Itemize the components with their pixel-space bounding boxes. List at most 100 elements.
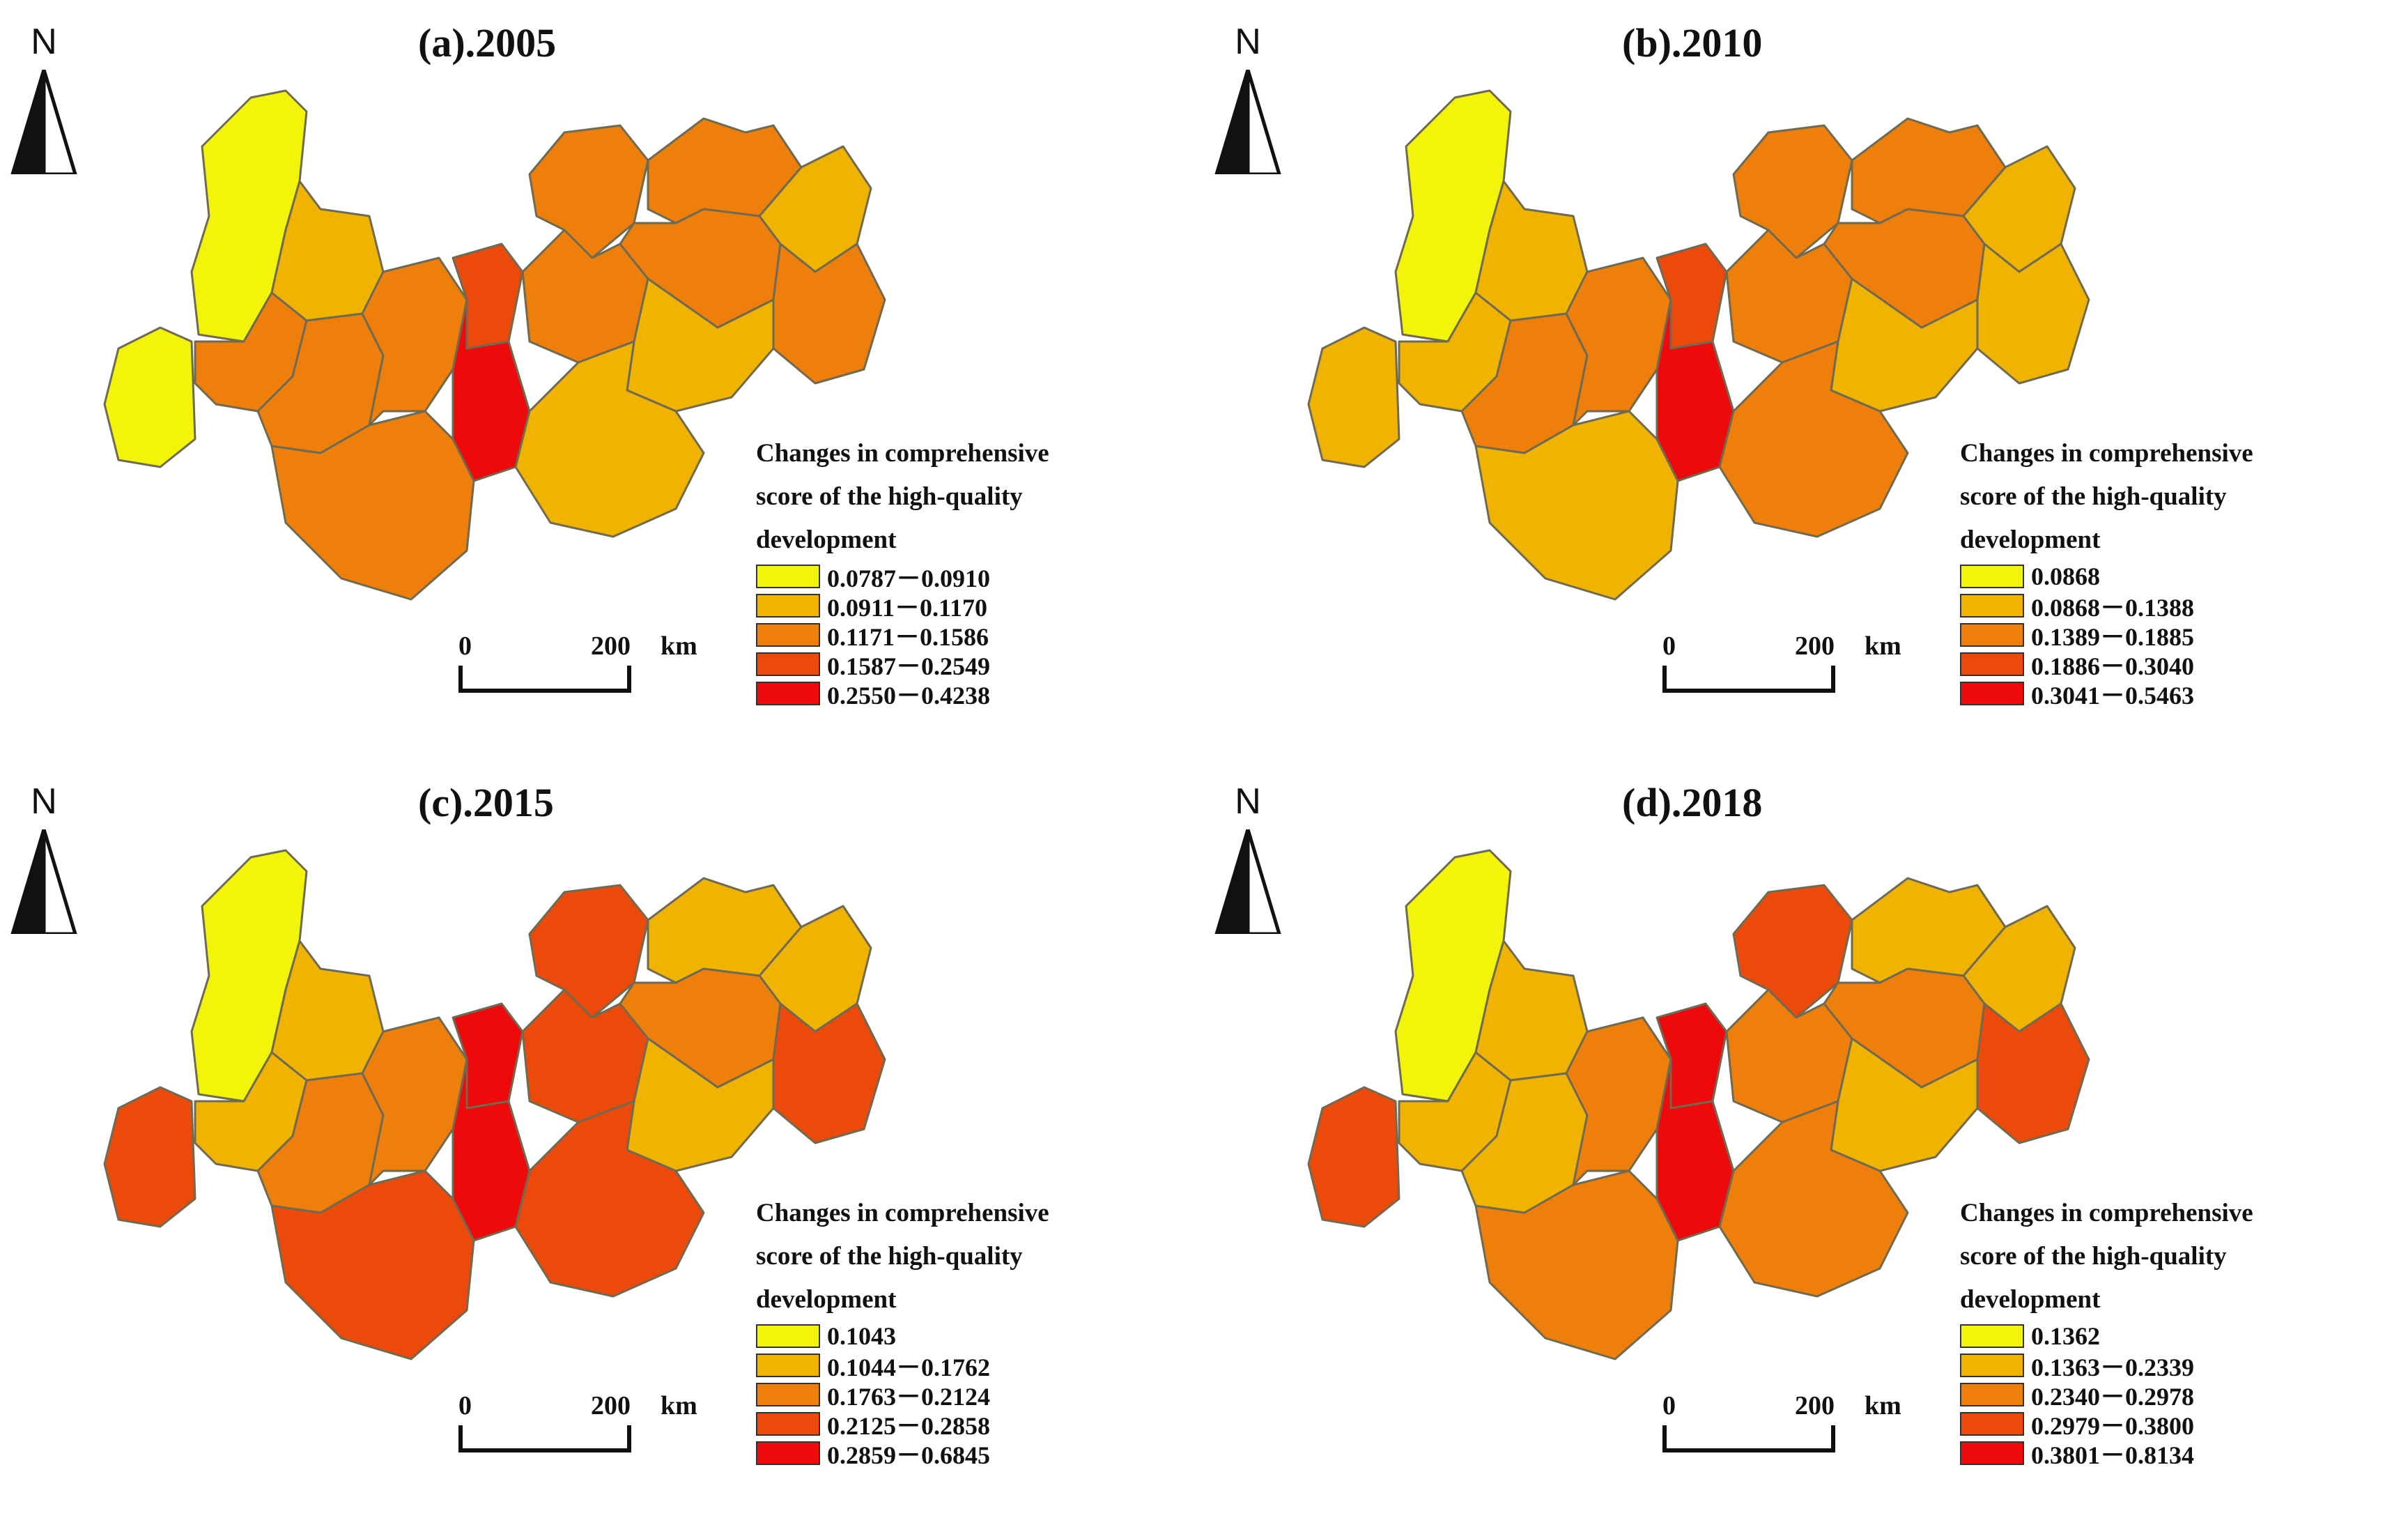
legend-swatch <box>756 1324 820 1348</box>
map-region-16 <box>270 410 475 601</box>
legend-label: 0.1363－0.2339 <box>2031 1354 2195 1381</box>
north-label: N <box>31 781 57 822</box>
legend-swatch <box>1960 1412 2024 1436</box>
map-region-14 <box>772 1002 886 1144</box>
legend-item: 0.2979－0.3800 <box>1960 1409 2378 1440</box>
legend-swatch <box>1960 1354 2024 1377</box>
map-region-2 <box>1307 1086 1400 1228</box>
legend-label: 0.0911－0.1170 <box>827 594 988 622</box>
legend-label: 0.1044－0.1762 <box>827 1354 991 1381</box>
map-region-6 <box>361 256 468 427</box>
legend-items: 0.1043 0.1044－0.1762 0.1763－0.2124 0.2125－0… <box>756 1321 1174 1469</box>
scale-unit-label: km <box>661 631 697 661</box>
legend-title: Changes in comprehensive score of the hi… <box>1960 1199 2253 1314</box>
legend-label: 0.3801－0.8134 <box>2031 1441 2195 1469</box>
map-region-14 <box>1976 1002 2090 1144</box>
legend-label: 0.3041－0.5463 <box>2031 682 2195 710</box>
map-region-14 <box>772 243 886 385</box>
legend-swatch <box>756 1441 820 1465</box>
legend-swatch <box>756 682 820 705</box>
map-panel-d: (d).2018 N Changes in comprehensive scor… <box>1204 760 2408 1518</box>
legend-swatch <box>1960 652 2024 676</box>
map-panel-b: (b).2010 N Changes in comprehensive scor… <box>1204 0 2408 758</box>
legend-item: 0.0911－0.1170 <box>756 591 1174 622</box>
legend-label: 0.1587－0.2549 <box>827 652 991 680</box>
legend-swatch <box>756 1383 820 1406</box>
map-region-6 <box>1565 1016 1672 1186</box>
map-region-16 <box>1474 1170 1679 1360</box>
legend-item: 0.1587－0.2549 <box>756 650 1174 680</box>
legend-swatch <box>756 1412 820 1436</box>
map-region-17 <box>514 1100 705 1298</box>
map-region-16 <box>1474 410 1679 601</box>
legend-item: 0.3041－0.5463 <box>1960 679 2378 710</box>
legend-item: 0.3801－0.8134 <box>1960 1439 2378 1469</box>
map-region-17 <box>514 340 705 538</box>
scale-zero-label: 0 <box>1662 631 1676 661</box>
north-label: N <box>31 22 57 62</box>
legend-item: 0.1389－0.1885 <box>1960 620 2378 651</box>
scale-unit-label: km <box>1865 1391 1901 1420</box>
scale-zero-label: 0 <box>458 1391 472 1420</box>
legend-swatch <box>1960 1324 2024 1348</box>
legend-label: 0.1389－0.1885 <box>2031 623 2195 651</box>
legend-item: 0.1362 <box>1960 1321 2378 1351</box>
panel-title: (c).2015 <box>418 780 554 825</box>
scale-bar: 0 200 km <box>458 631 737 721</box>
scale-unit-label: km <box>661 1391 697 1420</box>
legend-label: 0.0787－0.0910 <box>827 565 991 592</box>
scale-max-label: 200 <box>1795 631 1835 661</box>
legend-items: 0.0787－0.0910 0.0911－0.1170 0.1171－0.1586 0… <box>756 562 1174 710</box>
scale-bar-line <box>1662 1425 1835 1452</box>
choropleth-map <box>1307 89 2090 601</box>
choropleth-map <box>103 849 886 1360</box>
legend-label: 0.2979－0.3800 <box>2031 1412 2195 1440</box>
legend-item: 0.1763－0.2124 <box>756 1380 1174 1411</box>
legend-label: 0.2125－0.2858 <box>827 1412 991 1440</box>
legend-item: 0.1363－0.2339 <box>1960 1351 2378 1381</box>
legend-label: 0.1043 <box>827 1322 896 1350</box>
legend-items: 0.0868 0.0868－0.1388 0.1389－0.1885 0.1886－0… <box>1960 562 2378 710</box>
choropleth-map <box>103 89 886 601</box>
legend-swatch <box>1960 565 2024 588</box>
scale-unit-label: km <box>1865 631 1901 661</box>
scale-bar-line <box>1662 666 1835 693</box>
map-region-2 <box>1307 326 1400 468</box>
legend-swatch <box>1960 1441 2024 1465</box>
legend-item: 0.1044－0.1762 <box>756 1351 1174 1381</box>
legend-swatch <box>756 1354 820 1377</box>
legend-swatch <box>756 594 820 618</box>
legend-item: 0.2550－0.4238 <box>756 679 1174 710</box>
legend-label: 0.2550－0.4238 <box>827 682 991 710</box>
legend-item: 0.2125－0.2858 <box>756 1409 1174 1440</box>
scale-zero-label: 0 <box>1662 1391 1676 1420</box>
legend-item: 0.0868－0.1388 <box>1960 591 2378 622</box>
legend: Changes in comprehensive score of the hi… <box>756 1192 1174 1469</box>
legend-label: 0.2340－0.2978 <box>2031 1383 2195 1411</box>
map-region-16 <box>270 1170 475 1360</box>
legend-label: 0.1171－0.1586 <box>827 623 989 651</box>
choropleth-map <box>1307 849 2090 1360</box>
scale-max-label: 200 <box>1795 1391 1835 1420</box>
scale-bar: 0 200 km <box>458 1390 737 1481</box>
legend-swatch <box>1960 623 2024 647</box>
map-region-2 <box>103 326 196 468</box>
scale-bar: 0 200 km <box>1662 1390 1941 1481</box>
legend: Changes in comprehensive score of the hi… <box>1960 1192 2378 1469</box>
legend-item: 0.1886－0.3040 <box>1960 650 2378 680</box>
map-region-14 <box>1976 243 2090 385</box>
north-arrow-icon <box>10 70 77 174</box>
scale-max-label: 200 <box>591 1391 631 1420</box>
north-arrow: N <box>1210 781 1286 941</box>
legend-swatch <box>1960 682 2024 705</box>
north-label: N <box>1235 781 1261 822</box>
north-arrow: N <box>6 781 82 941</box>
map-region-17 <box>1718 340 1909 538</box>
scale-bar-line <box>458 666 631 693</box>
map-region-6 <box>361 1016 468 1186</box>
north-arrow-icon <box>1214 70 1281 174</box>
legend-label: 0.0868－0.1388 <box>2031 594 2195 622</box>
north-arrow-icon <box>10 829 77 934</box>
legend-swatch <box>756 623 820 647</box>
